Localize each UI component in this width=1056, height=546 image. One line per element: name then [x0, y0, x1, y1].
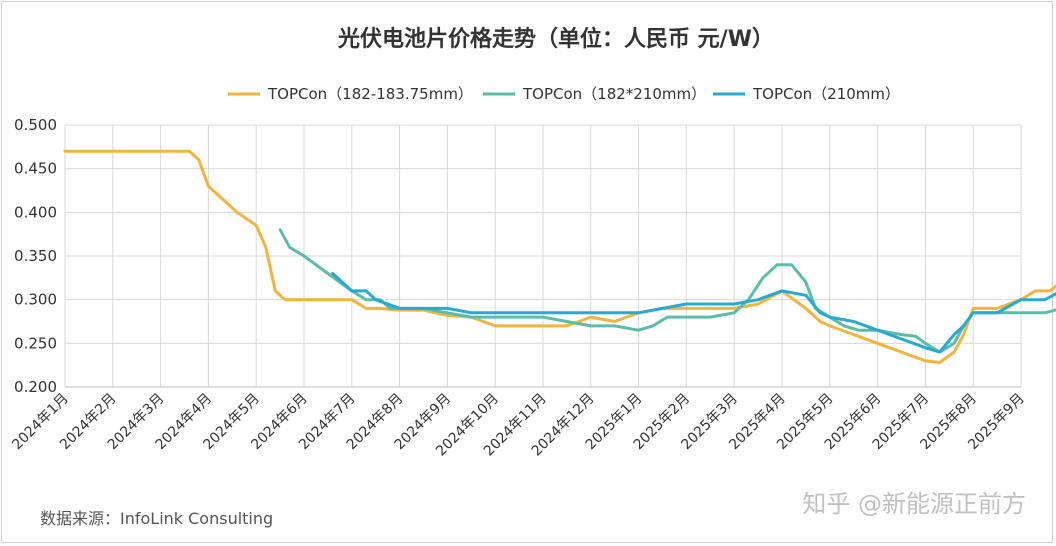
series-line-3: [331, 272, 1056, 354]
y-tick-label: 0.200: [14, 378, 57, 396]
watermark: 知乎 @新能源正前方: [802, 490, 1026, 518]
series-line-1: [63, 149, 1056, 364]
x-axis-ticks: 2024年1月2024年2月2024年3月2024年4月2024年5月2024年…: [9, 391, 1028, 460]
y-tick-label: 0.500: [14, 116, 57, 134]
y-tick-label: 0.250: [14, 334, 57, 352]
data-source: 数据来源：InfoLink Consulting: [40, 509, 273, 528]
y-tick-label: 0.300: [14, 291, 57, 309]
gridlines: [64, 124, 1022, 388]
legend-label-3: TOPCon（210mm）: [752, 85, 900, 103]
y-tick-label: 0.400: [14, 203, 57, 221]
legend-label-2: TOPCon（182*210mm）: [522, 85, 706, 103]
y-tick-label: 0.450: [14, 160, 57, 178]
series-lines: [63, 149, 1056, 364]
legend: TOPCon（182-183.75mm） TOPCon（182*210mm） TOP…: [228, 85, 900, 103]
series-line-2: [278, 228, 1056, 354]
legend-label-1: TOPCon（182-183.75mm）: [267, 85, 473, 103]
y-axis-ticks: 0.500 0.450 0.400 0.350 0.300 0.250 0.200: [14, 116, 57, 396]
chart-title: 光伏电池片价格走势（单位：人民币 元/W）: [337, 26, 774, 52]
y-tick-label: 0.350: [14, 247, 57, 265]
